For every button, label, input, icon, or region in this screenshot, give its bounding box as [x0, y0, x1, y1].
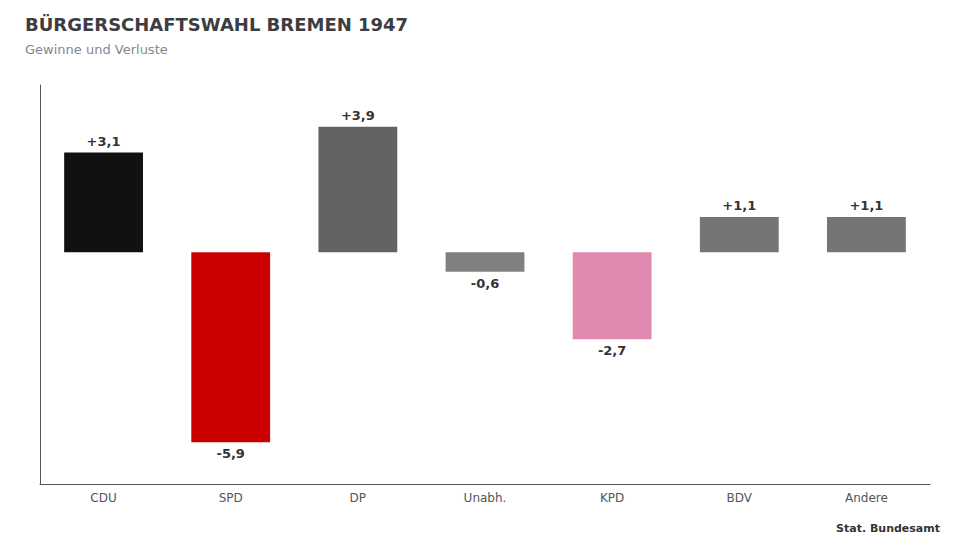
svg-text:-2,7: -2,7: [598, 343, 626, 358]
svg-text:SPD: SPD: [219, 491, 243, 505]
svg-text:Andere: Andere: [845, 491, 888, 505]
svg-text:KPD: KPD: [600, 491, 624, 505]
svg-text:DP: DP: [350, 491, 366, 505]
svg-text:BÜRGERSCHAFTSWAHL BREMEN 1947: BÜRGERSCHAFTSWAHL BREMEN 1947: [25, 14, 408, 35]
svg-text:BDV: BDV: [727, 491, 753, 505]
svg-text:Stat. Bundesamt: Stat. Bundesamt: [836, 522, 940, 535]
svg-text:-5,9: -5,9: [216, 446, 244, 461]
svg-text:+3,9: +3,9: [341, 108, 375, 123]
svg-text:+1,1: +1,1: [849, 198, 883, 213]
svg-text:+1,1: +1,1: [722, 198, 756, 213]
svg-text:+3,1: +3,1: [87, 134, 121, 149]
svg-text:Unabh.: Unabh.: [464, 491, 507, 505]
svg-text:CDU: CDU: [90, 491, 116, 505]
svg-text:Gewinne und Verluste: Gewinne und Verluste: [25, 42, 168, 57]
svg-text:-0,6: -0,6: [471, 276, 499, 291]
